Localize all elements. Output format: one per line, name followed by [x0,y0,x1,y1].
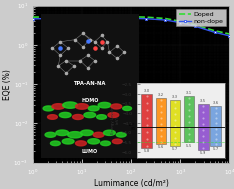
non-dope [179,22,182,24]
non-dope [228,35,231,37]
Legend: Doped, non-dope: Doped, non-dope [176,9,226,26]
Doped [213,29,216,32]
Doped [130,16,132,18]
Doped [115,15,118,18]
non-dope [130,17,132,19]
Doped [95,15,98,17]
non-dope [80,17,83,19]
Doped [179,20,182,22]
non-dope [144,18,147,20]
Doped [164,17,167,20]
Line: non-dope: non-dope [31,17,231,37]
Doped [194,24,196,26]
non-dope [46,17,49,20]
non-dope [95,17,98,19]
non-dope [194,25,196,27]
non-dope [213,31,216,33]
Doped [228,33,231,35]
Doped [144,16,147,18]
Doped [31,16,34,18]
non-dope [31,18,34,20]
Line: Doped: Doped [33,16,229,34]
non-dope [66,17,69,19]
non-dope [115,17,118,19]
Doped [66,15,69,18]
X-axis label: Lumimance (cd/m²): Lumimance (cd/m²) [94,180,168,188]
Y-axis label: EQE (%): EQE (%) [3,69,12,100]
non-dope [164,19,167,21]
Doped [80,15,83,17]
Doped [46,16,49,18]
